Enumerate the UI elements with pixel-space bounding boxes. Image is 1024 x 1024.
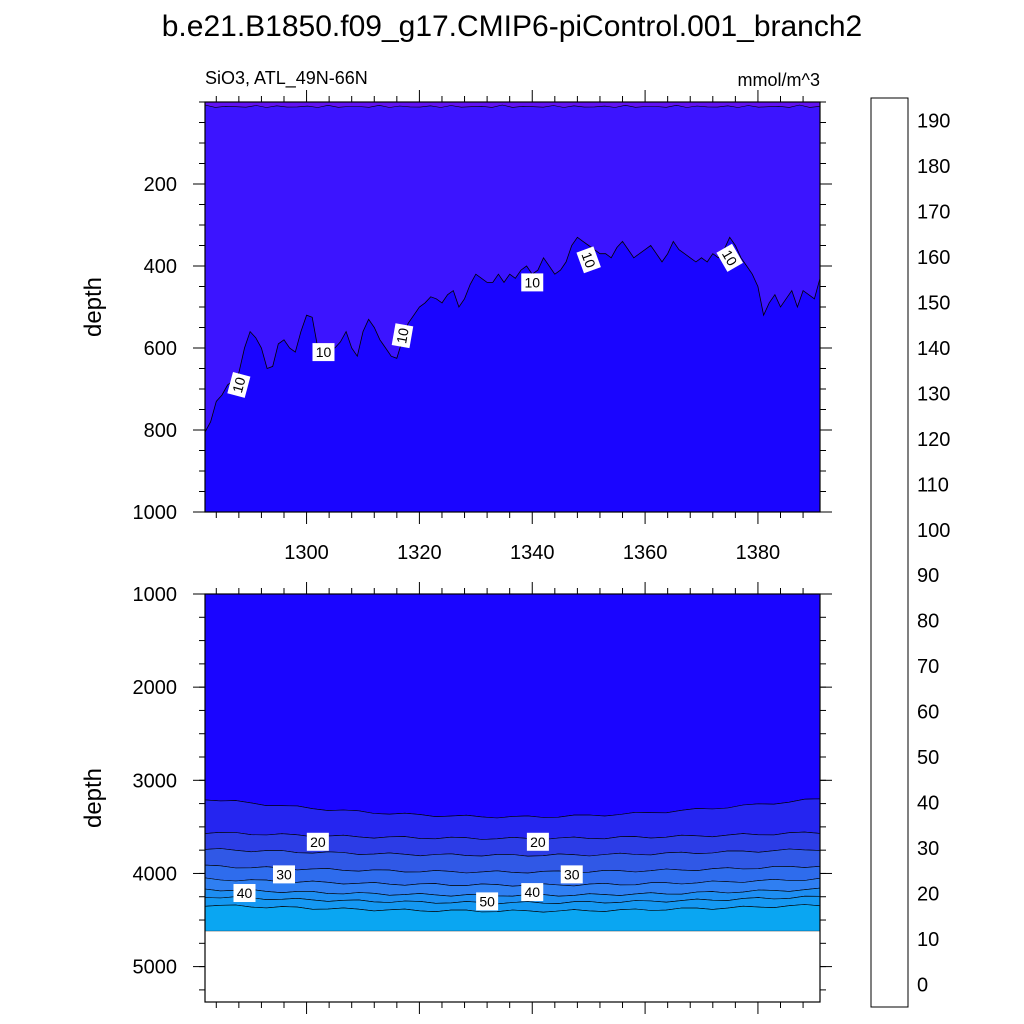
contour-label-text: 20 [310,834,326,850]
figure-title: b.e21.B1850.f09_g17.CMIP6-piControl.001_… [162,10,863,43]
contour-label-box [476,892,499,911]
contour-label: 50 [476,892,499,911]
lower-y-axis-label: depth [80,768,107,828]
contour-label-text: 10 [719,247,741,269]
plot-frame [204,593,821,1003]
contour-label-box [521,273,544,292]
colorbar-label: 10 [917,929,939,951]
contour-label-box [576,246,601,274]
contour-label-text: 10 [578,250,598,270]
y-tick-label: 600 [144,338,177,360]
y-tick-label: 5000 [133,957,178,979]
contour-label-box [521,883,544,902]
y-tick-label: 1000 [133,502,178,524]
contour-label: 10 [521,273,544,292]
units-label: mmol/m^3 [738,70,820,90]
colorbar: 1901801701601501401301201101009080706050… [870,97,950,1008]
y-tick-label: 1000 [133,584,178,606]
contour-label-box [233,884,256,903]
contour-label-text: 30 [564,866,580,882]
contour-label-text: 10 [229,375,249,394]
colorbar-label: 180 [917,156,950,178]
contour-label-box [526,832,549,851]
colorbar-label: 30 [917,838,939,860]
contour-label-box [312,343,335,362]
y-tick-label: 2000 [133,677,178,699]
contour-label: 40 [233,884,256,903]
contour-line-10 [204,236,821,433]
colorbar-label: 160 [917,247,950,269]
colorbar-label: 50 [917,747,939,769]
contour-label: 30 [272,865,295,884]
y-tick-label: 3000 [133,770,178,792]
colorbar-label: 110 [917,474,949,496]
band-50-55 [204,904,821,932]
colorbar-label: 0 [917,974,928,996]
y-tick-label: 800 [144,420,177,442]
y-tick-label: 400 [144,256,177,278]
x-tick-label: 1300 [284,542,329,564]
contour-label-text: 20 [530,834,546,850]
colorbar-label: 40 [917,793,939,815]
upper-panel: 10 10 10 10 10 10 200 400 600 800 1000 1300 1320 1340… [80,90,832,564]
band-10-15 [204,593,821,819]
contour-label-box [306,832,329,851]
colorbar-label: 120 [917,429,950,451]
contour-label-box [272,865,295,884]
colorbar-label: 140 [917,338,950,360]
variable-label: SiO3, ATL_49N-66N [205,68,368,89]
contour-label-box [391,323,414,349]
colorbar-label: 150 [917,293,950,315]
colorbar-label: 190 [917,111,950,133]
y-tick-label: 4000 [133,863,178,885]
contour-label: 20 [526,832,549,851]
upper-y-axis-label: depth [80,277,107,337]
colorbar-label: 100 [917,520,950,542]
contour-label: 30 [560,865,583,884]
contour-label: 40 [521,883,544,902]
contour-label-text: 40 [524,884,540,900]
contour-label-text: 10 [524,274,540,290]
contour-label: 20 [306,832,329,851]
no-data-region [205,931,820,1002]
contour-label-text: 10 [393,326,411,344]
x-tick-label: 1380 [736,542,781,564]
lower-panel: 20 20 30 30 40 40 50 1000 2000 3000 4000 5000 depth [80,582,832,1014]
region-below-0 [204,101,821,108]
contour-label: 10 [391,323,414,349]
colorbar-label: 70 [917,656,939,678]
contour-label: 10 [716,243,744,272]
contour-label-box [560,865,583,884]
region-10-20 [205,237,820,513]
x-tick-label: 1320 [397,542,442,564]
contour-label-text: 50 [479,893,495,909]
x-tick-label: 1340 [510,542,555,564]
y-tick-label: 200 [144,174,177,196]
x-tick-label: 1360 [623,542,668,564]
contour-label: 10 [576,246,601,274]
colorbar-label: 90 [917,565,939,587]
contour-label-text: 30 [276,866,292,882]
colorbar-frame [870,97,909,1008]
contour-label: 10 [227,371,251,398]
contour-label-text: 40 [237,885,253,901]
contour-label-box [227,371,251,398]
colorbar-label: 60 [917,702,939,724]
colorbar-label: 20 [917,883,939,905]
contour-label: 10 [312,343,335,362]
colorbar-label: 170 [917,202,950,224]
colorbar-label: 130 [917,383,950,405]
colorbar-label: 80 [917,611,939,633]
contour-label-box [716,243,744,272]
contour-label-text: 10 [316,344,332,360]
